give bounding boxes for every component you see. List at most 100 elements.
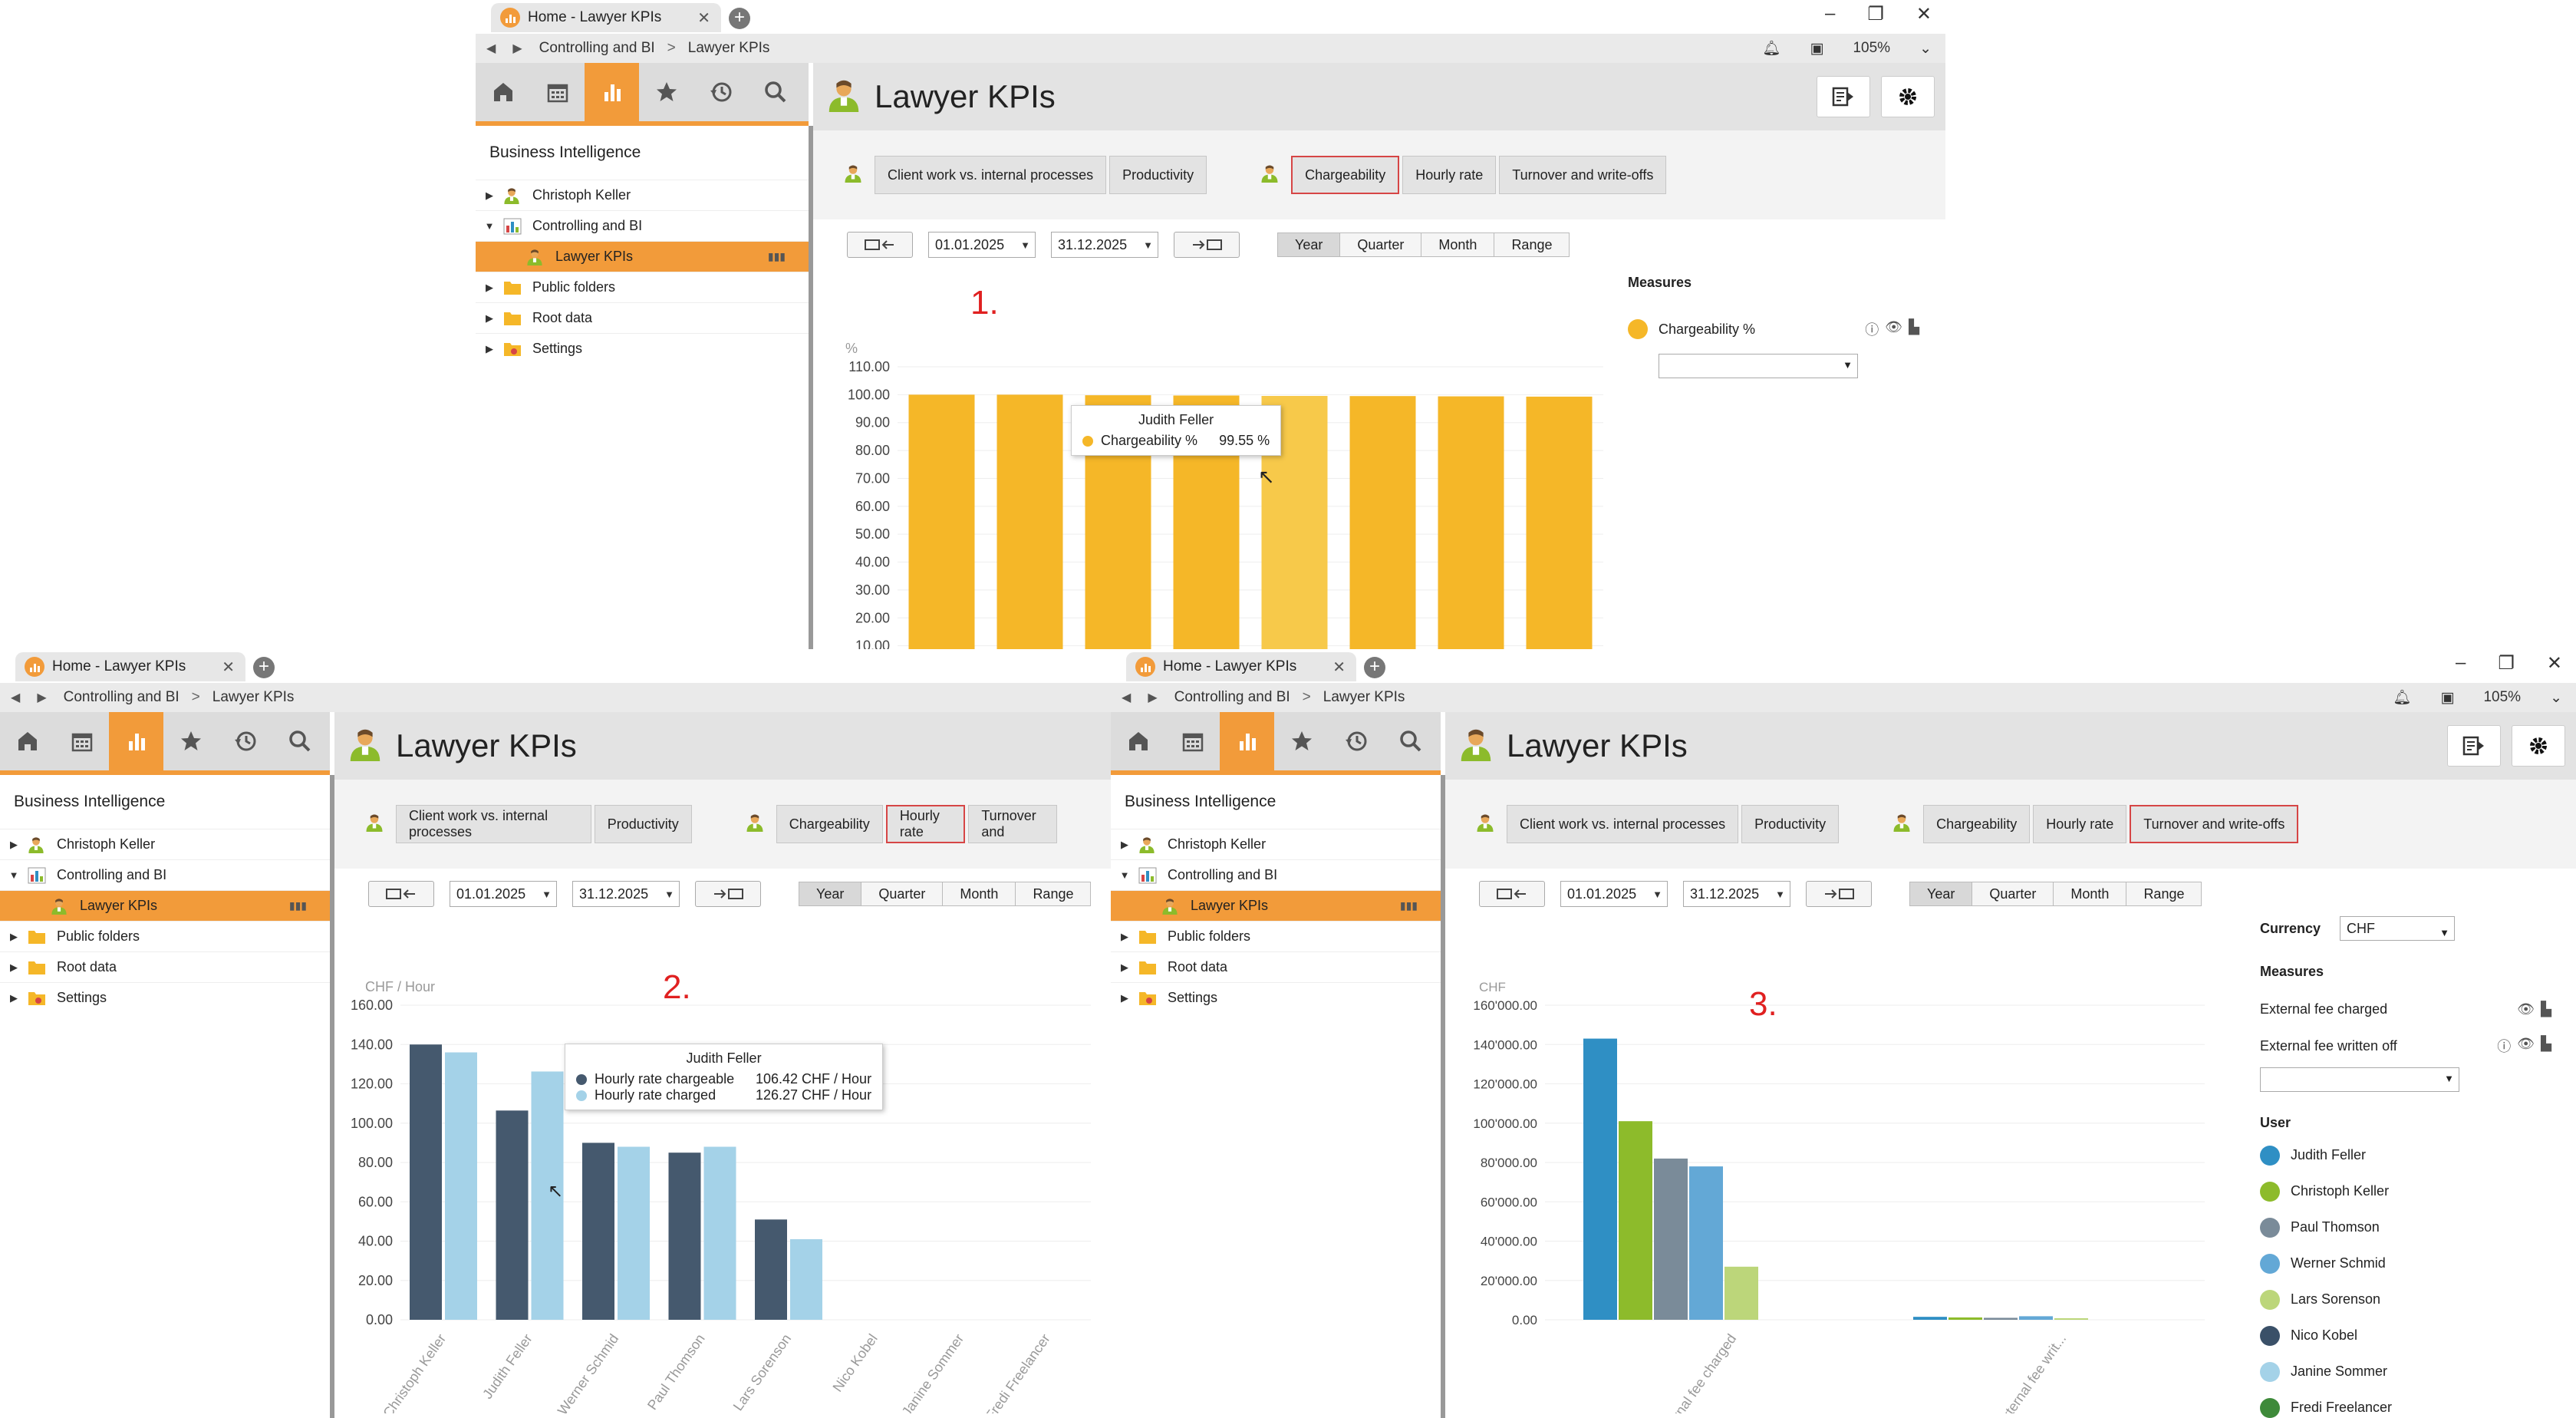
forward-icon[interactable]: ▶ <box>37 691 47 704</box>
browser-tab[interactable]: Home - Lawyer KPIs ✕ <box>491 3 721 32</box>
tab-productivity[interactable]: Productivity <box>594 805 692 843</box>
chargeability-bar[interactable] <box>996 394 1063 649</box>
splitter[interactable] <box>809 126 813 649</box>
period-year[interactable]: Year <box>1277 232 1341 257</box>
legend-item[interactable]: Werner Schmid <box>2260 1245 2551 1281</box>
tab-client-work[interactable]: Client work vs. internal processes <box>875 156 1107 194</box>
legend-item[interactable]: Judith Feller <box>2260 1137 2551 1173</box>
period-quarter[interactable]: Quarter <box>861 882 944 906</box>
next-period-button[interactable] <box>695 881 761 907</box>
chart-type-icon[interactable]: ▙ <box>1909 319 1919 335</box>
close-icon[interactable]: ✕ <box>697 9 710 27</box>
add-tab-icon[interactable]: + <box>1364 657 1385 678</box>
turnover-bar[interactable] <box>1619 1121 1652 1320</box>
date-to-field[interactable]: 31.12.2025 <box>1051 232 1158 258</box>
tab-hourly-rate[interactable]: Hourly rate <box>2033 805 2127 843</box>
turnover-bar[interactable] <box>2019 1316 2053 1320</box>
bar-chart-icon[interactable] <box>1220 712 1274 770</box>
eye-icon[interactable]: 👁︎ <box>2517 1036 2535 1051</box>
tree-item[interactable]: ▶ Christoph Keller <box>0 829 330 859</box>
bell-icon[interactable]: 🔔︎ <box>2393 690 2412 706</box>
tab-hourly-rate[interactable]: Hourly rate <box>1402 156 1497 194</box>
expand-right-icon[interactable]: ▶ <box>10 961 18 973</box>
hourly-rate-bar[interactable] <box>410 1044 442 1320</box>
expand-right-icon[interactable]: ▶ <box>10 991 18 1004</box>
expand-right-icon[interactable]: ▶ <box>1121 991 1128 1004</box>
period-month[interactable]: Month <box>2053 882 2127 906</box>
tree-item[interactable]: ▶ Public folders <box>1111 921 1441 951</box>
tree-item[interactable]: ▶ Christoph Keller <box>1111 829 1441 859</box>
chargeability-bar[interactable] <box>1438 396 1504 649</box>
tree-item[interactable]: ▼ Controlling and BI <box>0 859 330 890</box>
restore-icon[interactable]: ❐ <box>1867 4 1884 25</box>
breadcrumb-item[interactable]: Controlling and BI <box>1174 689 1290 705</box>
date-from-field[interactable]: 01.01.2025 <box>928 232 1036 258</box>
settings-button[interactable] <box>1881 76 1935 117</box>
next-period-button[interactable] <box>1174 232 1240 258</box>
period-range[interactable]: Range <box>2126 882 2202 906</box>
turnover-bar[interactable] <box>1984 1317 2018 1320</box>
date-to-field[interactable]: 31.12.2025 <box>572 881 680 907</box>
tree-item[interactable]: Lawyer KPIs ▮▮▮ <box>0 890 330 921</box>
home-icon[interactable] <box>476 63 530 121</box>
home-icon[interactable] <box>1111 712 1165 770</box>
back-icon[interactable]: ◀ <box>1122 691 1132 704</box>
period-year[interactable]: Year <box>1909 882 1973 906</box>
tree-item[interactable]: ▶ Root data <box>0 951 330 982</box>
tree-item[interactable]: ▶ Settings <box>1111 982 1441 1013</box>
export-button[interactable] <box>2447 725 2501 767</box>
bell-icon[interactable]: 🔔︎ <box>1762 41 1781 57</box>
expand-right-icon[interactable]: ▶ <box>486 281 493 293</box>
turnover-bar[interactable] <box>1689 1166 1723 1320</box>
hourly-rate-bar[interactable] <box>618 1146 650 1321</box>
expand-right-icon[interactable]: ▶ <box>486 342 493 354</box>
period-month[interactable]: Month <box>942 882 1016 906</box>
turnover-bar[interactable] <box>1724 1266 1758 1320</box>
hourly-rate-bar[interactable] <box>755 1219 787 1320</box>
next-period-button[interactable] <box>1806 881 1872 907</box>
info-panel-icon[interactable]: ▣ <box>2440 689 2455 706</box>
tab-chargeability[interactable]: Chargeability <box>776 805 883 843</box>
back-icon[interactable]: ◀ <box>11 691 21 704</box>
breadcrumb-item[interactable]: Lawyer KPIs <box>212 689 295 705</box>
hourly-rate-bar[interactable] <box>668 1153 701 1320</box>
search-icon[interactable] <box>1383 712 1438 770</box>
search-icon[interactable] <box>272 712 327 770</box>
tab-chargeability[interactable]: Chargeability <box>1291 156 1400 194</box>
tree-item[interactable]: ▶ Settings <box>0 982 330 1013</box>
tree-item[interactable]: ▼ Controlling and BI <box>476 210 809 241</box>
expand-right-icon[interactable]: ▶ <box>1121 961 1128 973</box>
expand-right-icon[interactable]: ▶ <box>10 838 18 850</box>
browser-tab[interactable]: Home - Lawyer KPIs ✕ <box>1126 652 1356 681</box>
legend-item[interactable]: Paul Thomson <box>2260 1209 2551 1245</box>
tree-item[interactable]: ▶ Root data <box>1111 951 1441 982</box>
add-tab-icon[interactable]: + <box>253 657 275 678</box>
chevron-down-icon[interactable]: ⌄ <box>2550 689 2562 706</box>
hourly-rate-bar[interactable] <box>496 1110 529 1320</box>
hourly-rate-bar[interactable] <box>790 1238 822 1320</box>
turnover-bar[interactable] <box>2054 1318 2088 1320</box>
breadcrumb-item[interactable]: Lawyer KPIs <box>1323 689 1405 705</box>
legend-item[interactable]: Nico Kobel <box>2260 1317 2551 1354</box>
chargeability-bar[interactable] <box>1526 396 1593 649</box>
turnover-bar[interactable] <box>1583 1038 1617 1320</box>
home-icon[interactable] <box>0 712 54 770</box>
eye-icon[interactable]: 👁︎ <box>2517 1001 2535 1017</box>
minimize-icon[interactable]: – <box>2456 652 2466 673</box>
add-tab-icon[interactable]: + <box>729 8 750 29</box>
expand-down-icon[interactable]: ▼ <box>8 869 19 881</box>
close-icon[interactable]: ✕ <box>1332 658 1346 676</box>
currency-dropdown[interactable]: CHF <box>2340 916 2455 945</box>
bar-chart-icon[interactable] <box>585 63 639 121</box>
hourly-rate-bar[interactable] <box>703 1146 736 1321</box>
splitter[interactable] <box>1441 775 1445 1418</box>
period-year[interactable]: Year <box>799 882 862 906</box>
period-range[interactable]: Range <box>1494 232 1570 257</box>
expand-right-icon[interactable]: ▶ <box>486 189 493 201</box>
previous-period-button[interactable] <box>368 881 434 907</box>
measure-row[interactable]: External fee written off ⓘ 👁︎ ▙ <box>2260 1027 2551 1064</box>
tab-client-work[interactable]: Client work vs. internal processes <box>1507 805 1739 843</box>
info-panel-icon[interactable]: ▣ <box>1810 40 1824 57</box>
info-icon[interactable]: ⓘ <box>1865 322 1879 338</box>
chart-type-icon[interactable]: ▙ <box>2541 1036 2551 1051</box>
